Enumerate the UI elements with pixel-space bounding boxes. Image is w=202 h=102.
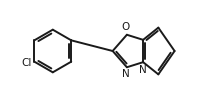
Text: O: O [121, 22, 129, 32]
Text: Cl: Cl [21, 58, 32, 68]
Text: N: N [121, 69, 129, 79]
Text: N: N [139, 65, 146, 75]
